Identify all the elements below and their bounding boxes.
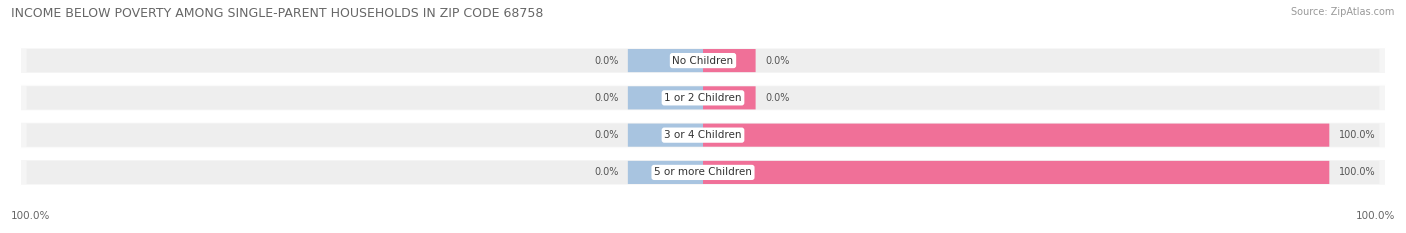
Text: 0.0%: 0.0% bbox=[595, 130, 619, 140]
FancyBboxPatch shape bbox=[703, 161, 1329, 184]
FancyBboxPatch shape bbox=[27, 49, 1379, 72]
Text: 0.0%: 0.0% bbox=[595, 56, 619, 65]
FancyBboxPatch shape bbox=[27, 123, 1379, 147]
FancyBboxPatch shape bbox=[628, 161, 703, 184]
Text: INCOME BELOW POVERTY AMONG SINGLE-PARENT HOUSEHOLDS IN ZIP CODE 68758: INCOME BELOW POVERTY AMONG SINGLE-PARENT… bbox=[11, 7, 544, 20]
FancyBboxPatch shape bbox=[628, 123, 703, 147]
Text: 100.0%: 100.0% bbox=[1339, 168, 1375, 177]
FancyBboxPatch shape bbox=[27, 86, 1379, 110]
Text: No Children: No Children bbox=[672, 56, 734, 65]
FancyBboxPatch shape bbox=[20, 122, 1386, 148]
Text: 100.0%: 100.0% bbox=[1339, 130, 1375, 140]
Text: 5 or more Children: 5 or more Children bbox=[654, 168, 752, 177]
FancyBboxPatch shape bbox=[20, 85, 1386, 111]
Text: 0.0%: 0.0% bbox=[765, 93, 789, 103]
Text: 100.0%: 100.0% bbox=[11, 211, 51, 221]
FancyBboxPatch shape bbox=[703, 86, 755, 110]
Text: 0.0%: 0.0% bbox=[765, 56, 789, 65]
FancyBboxPatch shape bbox=[20, 159, 1386, 185]
Text: 0.0%: 0.0% bbox=[595, 93, 619, 103]
FancyBboxPatch shape bbox=[703, 49, 755, 72]
FancyBboxPatch shape bbox=[27, 161, 1379, 184]
Text: 100.0%: 100.0% bbox=[1355, 211, 1395, 221]
Text: Source: ZipAtlas.com: Source: ZipAtlas.com bbox=[1291, 7, 1395, 17]
FancyBboxPatch shape bbox=[20, 48, 1386, 74]
FancyBboxPatch shape bbox=[703, 123, 1329, 147]
FancyBboxPatch shape bbox=[628, 49, 703, 72]
FancyBboxPatch shape bbox=[628, 86, 703, 110]
Text: 0.0%: 0.0% bbox=[595, 168, 619, 177]
Text: 3 or 4 Children: 3 or 4 Children bbox=[664, 130, 742, 140]
Text: 1 or 2 Children: 1 or 2 Children bbox=[664, 93, 742, 103]
